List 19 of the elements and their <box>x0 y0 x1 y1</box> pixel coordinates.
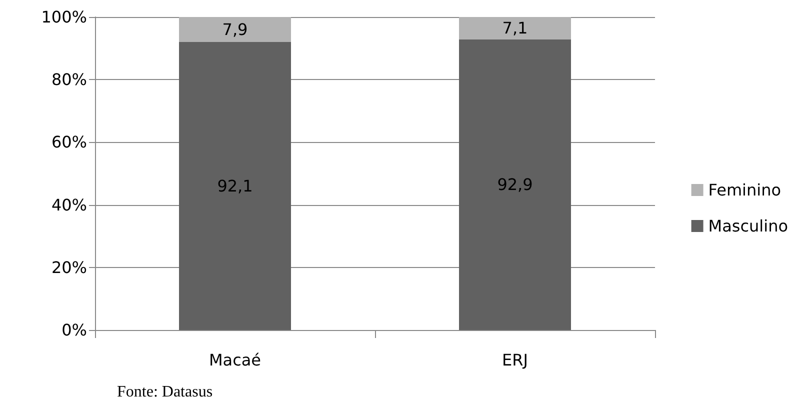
y-tick-label: 80% <box>51 70 87 90</box>
source-note: Fonte: Datasus <box>117 384 213 400</box>
legend-label: Masculino <box>708 216 788 236</box>
bar <box>459 17 571 40</box>
x-tick-label: Macaé <box>208 350 262 370</box>
data-label: 7,1 <box>502 18 528 38</box>
y-tick-label: 20% <box>51 258 87 277</box>
y-tick-label: 100% <box>41 8 87 26</box>
bar <box>179 17 291 42</box>
bar <box>459 39 571 330</box>
bar <box>179 42 291 330</box>
y-tick-label: 0% <box>62 320 87 340</box>
data-label: 7,9 <box>222 20 248 39</box>
legend-label: Feminino <box>708 180 782 200</box>
y-tick-label: 60% <box>51 132 87 152</box>
data-label: 92,9 <box>497 175 533 194</box>
data-label: 92,1 <box>217 176 253 196</box>
y-tick-label: 40% <box>51 195 87 214</box>
x-tick-label: ERJ <box>502 350 528 370</box>
